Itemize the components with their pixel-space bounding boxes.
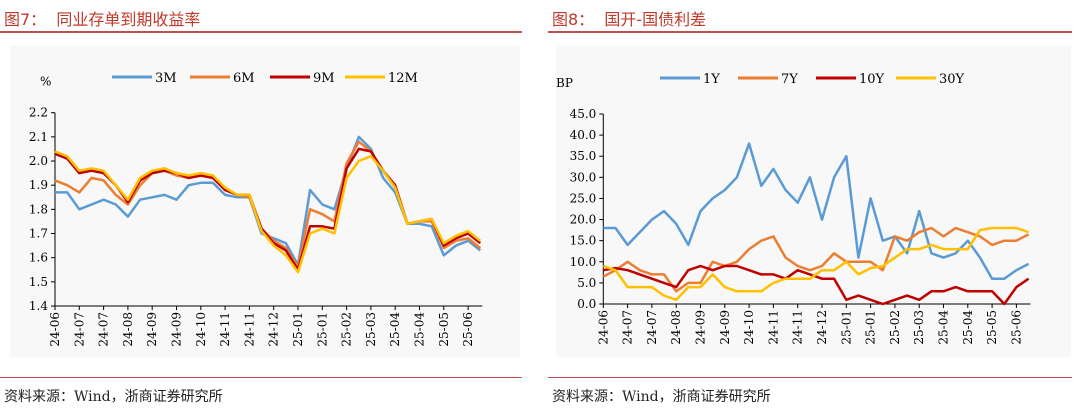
y-tick-label: 1.7 <box>29 227 48 241</box>
y-axis-unit: % <box>40 75 51 89</box>
legend-label-6M: 6M <box>233 71 255 86</box>
y-tick-label: 15.0 <box>570 234 597 248</box>
x-tick-label: 24-09 <box>718 310 732 345</box>
x-tick-label: 24-10 <box>742 310 756 345</box>
x-tick-label: 24-07 <box>645 310 659 345</box>
y-tick-label: 35.0 <box>570 149 597 163</box>
series-line-12M <box>54 150 482 274</box>
x-tick-label: 25-04 <box>413 312 427 347</box>
x-tick-label: 25-01 <box>839 310 853 345</box>
y-tick-label: 1.8 <box>29 202 48 216</box>
title-rule <box>548 31 1072 33</box>
series-line-10Y <box>603 264 1030 306</box>
panel-left: 图7： 同业存单到期收益率 % 1.4 1.5 1.6 1.7 1.8 1.9 2.0 2.1 2… <box>0 0 525 410</box>
x-tick-label: 25-05 <box>437 312 451 347</box>
series-line-9M <box>54 147 482 272</box>
x-tick-label: 24-06 <box>596 310 610 345</box>
x-tick-label: 24-07 <box>72 312 86 347</box>
x-tick-label: 25-03 <box>364 312 378 347</box>
y-tick-label: 0.0 <box>577 297 596 311</box>
series-line-6M <box>54 140 482 269</box>
x-tick-label: 25-02 <box>340 312 354 347</box>
figure-title: 图8： 国开-国债利差 <box>552 10 707 29</box>
x-tick-label: 24-09 <box>170 312 184 347</box>
x-tick-label: 25-01 <box>291 312 305 347</box>
y-tick-label: 30.0 <box>570 170 597 184</box>
x-tick-label: 24-06 <box>48 312 62 347</box>
x-tick-label: 25-04 <box>937 310 951 345</box>
y-tick-label: 1.9 <box>29 178 48 192</box>
legend-label-1Y: 1Y <box>703 72 720 87</box>
legend-label-9M: 9M <box>313 71 335 86</box>
y-tick-label: 2.1 <box>29 130 48 144</box>
y-tick-label: 25.0 <box>570 191 597 205</box>
series-line-7Y <box>602 226 1030 293</box>
chart-spread: BP 0.0 5.0 10.0 15.0 20.0 25.0 30.0 35.0 40.0 45.0… <box>556 72 1031 345</box>
x-tick-label: 24-09 <box>145 312 159 347</box>
y-tick-label: 2.0 <box>29 154 48 168</box>
x-tick-label: 24-11 <box>791 310 805 345</box>
x-tick-label: 24-07 <box>621 310 635 345</box>
x-tick-label: 25-04 <box>961 310 975 345</box>
x-tick-label: 24-08 <box>121 312 135 347</box>
x-tick-label: 25-04 <box>388 312 402 347</box>
series-line-30Y <box>602 226 1030 302</box>
y-tick-label: 2.2 <box>29 106 48 120</box>
x-tick-label: 25-02 <box>888 310 902 345</box>
title-rule <box>0 31 522 33</box>
x-tick-label: 24-11 <box>218 312 232 347</box>
x-tick-label: 24-12 <box>267 312 281 347</box>
x-tick-label: 25-01 <box>315 312 329 347</box>
legend-label-10Y: 10Y <box>859 72 885 87</box>
y-tick-label: 5.0 <box>577 276 596 290</box>
y-tick-label: 40.0 <box>570 128 597 142</box>
x-tick-label: 24-10 <box>194 312 208 347</box>
chart-background <box>10 45 520 357</box>
x-tick-label: 25-05 <box>985 310 999 345</box>
chart-yield: % 1.4 1.5 1.6 1.7 1.8 1.9 2.0 2.1 2.2 24-06 24-07 24… <box>29 71 483 347</box>
y-tick-label: 1.5 <box>29 275 48 289</box>
legend-label-3M: 3M <box>155 71 177 86</box>
x-tick-label: 24-07 <box>97 312 111 347</box>
series-line-1Y <box>603 142 1030 280</box>
y-tick-label: 45.0 <box>570 107 597 121</box>
y-tick-label: 1.6 <box>29 251 48 265</box>
legend-label-12M: 12M <box>388 71 418 86</box>
legend-label-30Y: 30Y <box>939 72 965 87</box>
x-tick-label: 25-06 <box>1009 310 1023 345</box>
x-tick-label: 25-03 <box>912 310 926 345</box>
legend-label-7Y: 7Y <box>781 72 798 87</box>
source-note: 资料来源：Wind，浙商证券研究所 <box>552 389 771 405</box>
source-note: 资料来源：Wind，浙商证券研究所 <box>4 389 223 405</box>
y-tick-label: 20.0 <box>570 213 597 227</box>
series-line-3M <box>55 135 482 267</box>
x-tick-label: 25-06 <box>461 312 475 347</box>
x-tick-label: 24-11 <box>242 312 256 347</box>
chart-background <box>556 45 1071 357</box>
x-tick-label: 24-08 <box>669 310 683 345</box>
x-tick-label: 25-01 <box>864 310 878 345</box>
y-axis-unit: BP <box>556 76 573 90</box>
x-tick-label: 24-09 <box>694 310 708 345</box>
panel-right: 图8： 国开-国债利差 BP 0.0 5.0 10.0 15.0 20.0 25.0 30.0… <box>548 0 1080 410</box>
x-tick-label: 24-12 <box>815 310 829 345</box>
source-rule <box>0 377 522 378</box>
y-tick-label: 10.0 <box>570 255 597 269</box>
figure-title: 图7： 同业存单到期收益率 <box>4 10 201 29</box>
x-tick-label: 24-11 <box>766 310 780 345</box>
y-tick-label: 1.4 <box>29 299 48 313</box>
source-rule <box>548 377 1072 378</box>
